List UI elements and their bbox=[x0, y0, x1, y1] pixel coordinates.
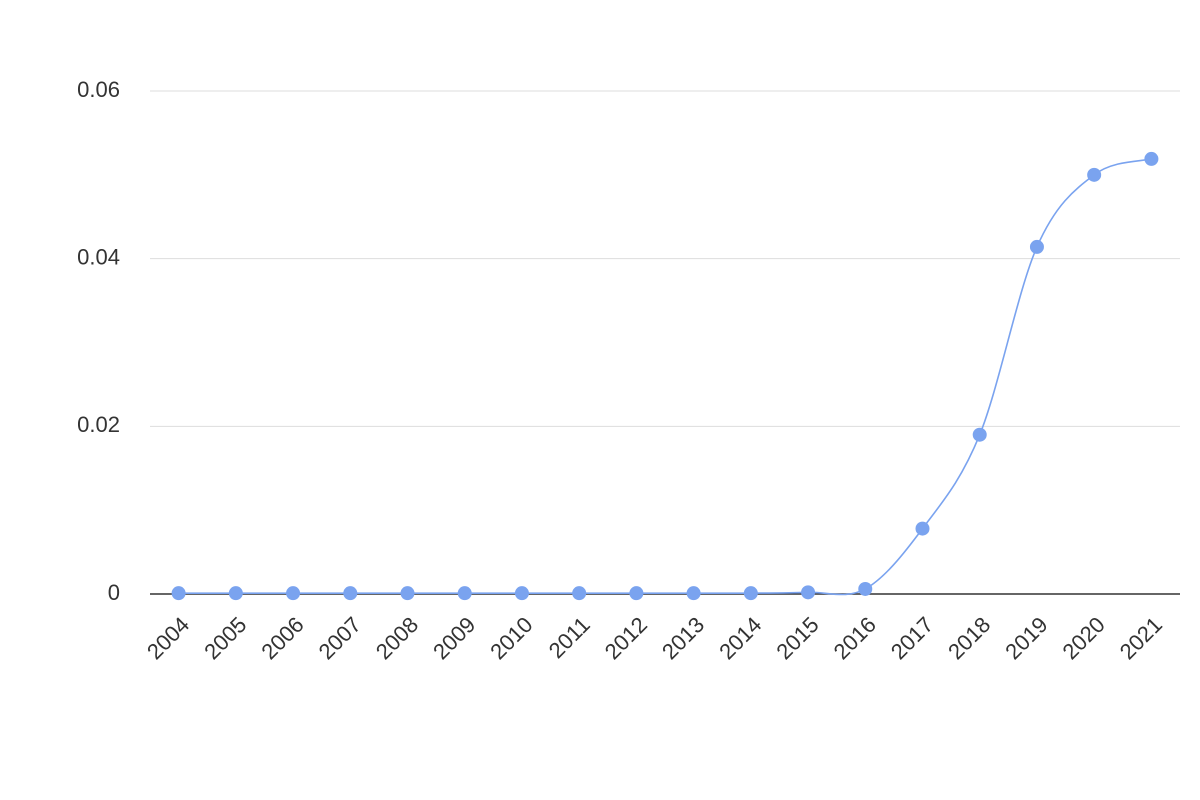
x-tick-label: 2016 bbox=[829, 612, 881, 664]
x-tick-label: 2008 bbox=[371, 612, 423, 664]
marker bbox=[629, 586, 644, 601]
marker bbox=[972, 427, 987, 442]
x-tick-label: 2013 bbox=[657, 612, 709, 664]
marker bbox=[457, 586, 472, 601]
marker bbox=[228, 586, 243, 601]
x-tick-label: 2012 bbox=[600, 612, 652, 664]
marker bbox=[1144, 151, 1159, 166]
y-tick-label: 0.04 bbox=[77, 244, 120, 269]
x-tick-label: 2011 bbox=[544, 612, 595, 663]
marker bbox=[286, 586, 301, 601]
marker bbox=[801, 585, 816, 600]
marker bbox=[343, 586, 358, 601]
marker bbox=[1087, 167, 1102, 182]
x-tick-label: 2019 bbox=[1000, 612, 1052, 664]
x-tick-label: 2017 bbox=[886, 612, 938, 664]
x-tick-label: 2005 bbox=[199, 612, 251, 664]
y-tick-label: 0.06 bbox=[77, 77, 120, 102]
marker bbox=[858, 581, 873, 596]
x-tick-label: 2009 bbox=[428, 612, 480, 664]
marker bbox=[514, 586, 529, 601]
x-tick-label: 2015 bbox=[771, 612, 823, 664]
x-tick-label: 2018 bbox=[943, 612, 995, 664]
marker bbox=[743, 586, 758, 601]
x-tick-label: 2020 bbox=[1058, 612, 1110, 664]
marker bbox=[915, 521, 930, 536]
line bbox=[178, 158, 1152, 596]
x-tick-label: 2014 bbox=[714, 612, 766, 664]
marker bbox=[686, 586, 701, 601]
marker bbox=[572, 586, 587, 601]
marker bbox=[171, 586, 186, 601]
y-tick-label: 0.02 bbox=[77, 412, 120, 437]
marker bbox=[400, 586, 415, 601]
x-tick-label: 2007 bbox=[314, 612, 366, 664]
x-tick-label: 2006 bbox=[256, 612, 308, 664]
y-tick-label: 0 bbox=[108, 580, 120, 605]
marker bbox=[1029, 239, 1044, 254]
x-tick-label: 2004 bbox=[142, 612, 194, 664]
x-tick-label: 2010 bbox=[485, 612, 537, 664]
x-tick-label: 2021 bbox=[1115, 612, 1167, 664]
